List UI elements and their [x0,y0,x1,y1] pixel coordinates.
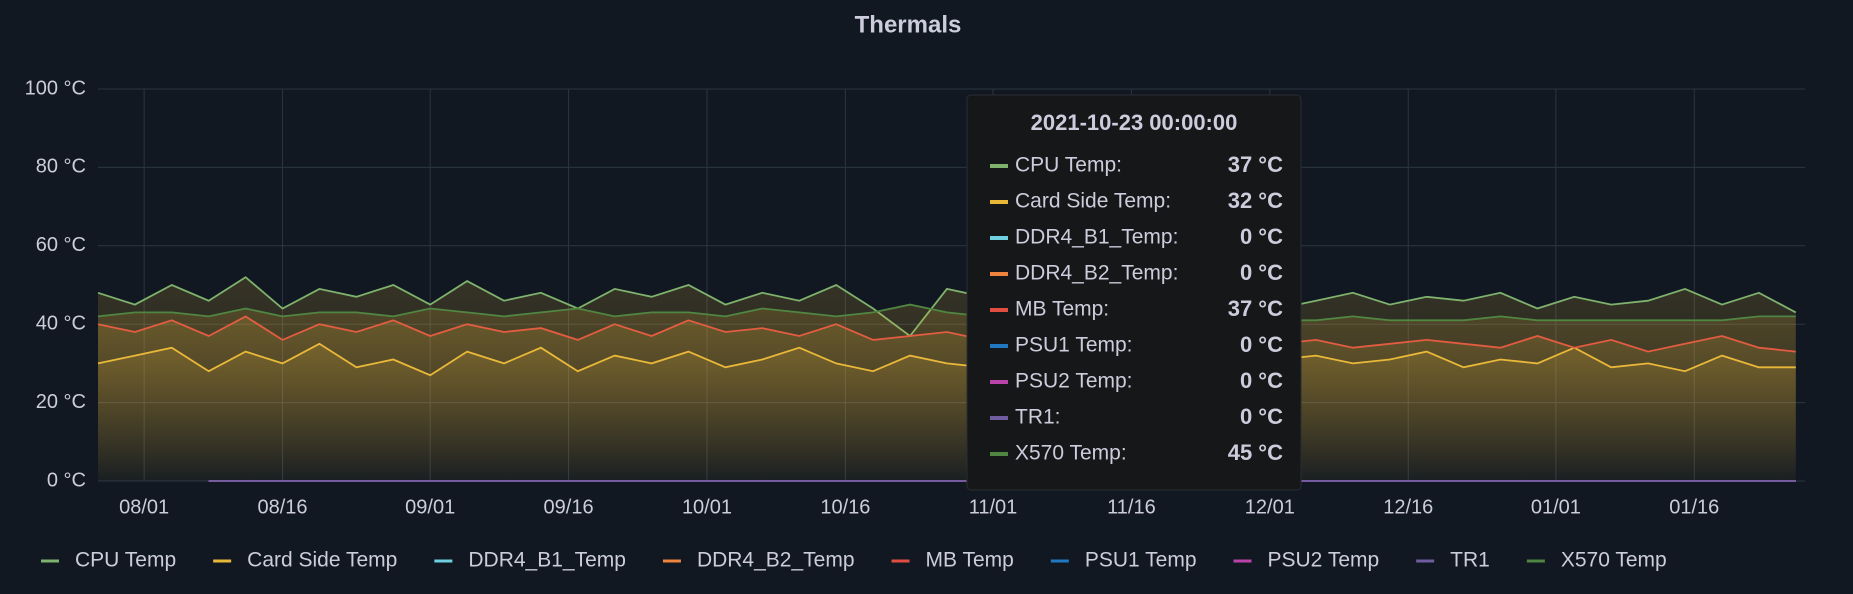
tooltip-label: PSU1 Temp: [1015,334,1133,357]
tooltip-value: 32 °C [1228,188,1283,213]
legend-label: MB Temp [926,549,1014,572]
x-tick-label: 10/16 [820,496,870,518]
tooltip-value: 0 °C [1240,368,1283,393]
chart-title: Thermals [855,11,962,38]
series-line [97,303,1796,322]
legend-label: CPU Temp [75,549,176,572]
y-tick-label: 60 °C [36,234,86,256]
x-tick-label: 12/16 [1383,496,1433,518]
tooltip-label: MB Temp: [1015,298,1109,321]
tooltip-label: CPU Temp: [1015,154,1122,177]
x-tick-label: 11/01 [969,496,1018,518]
legend-label: X570 Temp [1561,549,1667,572]
tooltip-time: 2021-10-23 00:00:00 [1031,110,1238,135]
y-tick-label: 80 °C [36,156,86,178]
tooltip-box [966,94,1302,491]
tooltip-label: Card Side Temp: [1015,190,1171,213]
x-tick-label: 12/01 [1245,496,1295,518]
x-tick-label: 09/01 [405,496,455,518]
tooltip-value: 0 °C [1240,332,1283,357]
x-tick-label: 09/16 [544,496,594,518]
series-line [97,276,1797,338]
tooltip-label: DDR4_B2_Temp: [1015,262,1178,285]
series-area [98,304,1796,481]
legend-label: TR1 [1450,549,1490,572]
x-tick-label: 08/16 [258,496,308,518]
x-tick-label: 10/01 [682,496,732,518]
tooltip-value: 37 °C [1228,152,1283,177]
y-tick-label: 0 °C [47,469,86,491]
x-tick-label: 01/01 [1531,496,1581,518]
y-tick-label: 40 °C [36,312,86,334]
y-tick-label: 20 °C [36,391,86,413]
tooltip-value: 45 °C [1228,440,1283,465]
y-tick-label: 100 °C [25,77,86,99]
legend-label: Card Side Temp [247,549,397,572]
legend-label: DDR4_B1_Temp [468,549,626,572]
tooltip-value: 0 °C [1240,224,1283,249]
tooltip-value: 0 °C [1240,404,1283,429]
tooltip-label: TR1: [1015,406,1061,429]
legend-label: PSU1 Temp [1085,549,1197,572]
tooltip-label: X570 Temp: [1015,442,1127,465]
tooltip-label: PSU2 Temp: [1015,370,1133,393]
tooltip-label: DDR4_B1_Temp: [1015,226,1178,249]
legend-label: DDR4_B2_Temp [697,549,855,572]
tooltip-value: 0 °C [1240,260,1283,285]
x-tick-label: 08/01 [119,496,169,518]
x-tick-label: 01/16 [1669,496,1719,518]
legend-label: PSU2 Temp [1268,549,1380,572]
x-tick-label: 11/16 [1107,496,1156,518]
tooltip-value: 37 °C [1228,296,1283,321]
